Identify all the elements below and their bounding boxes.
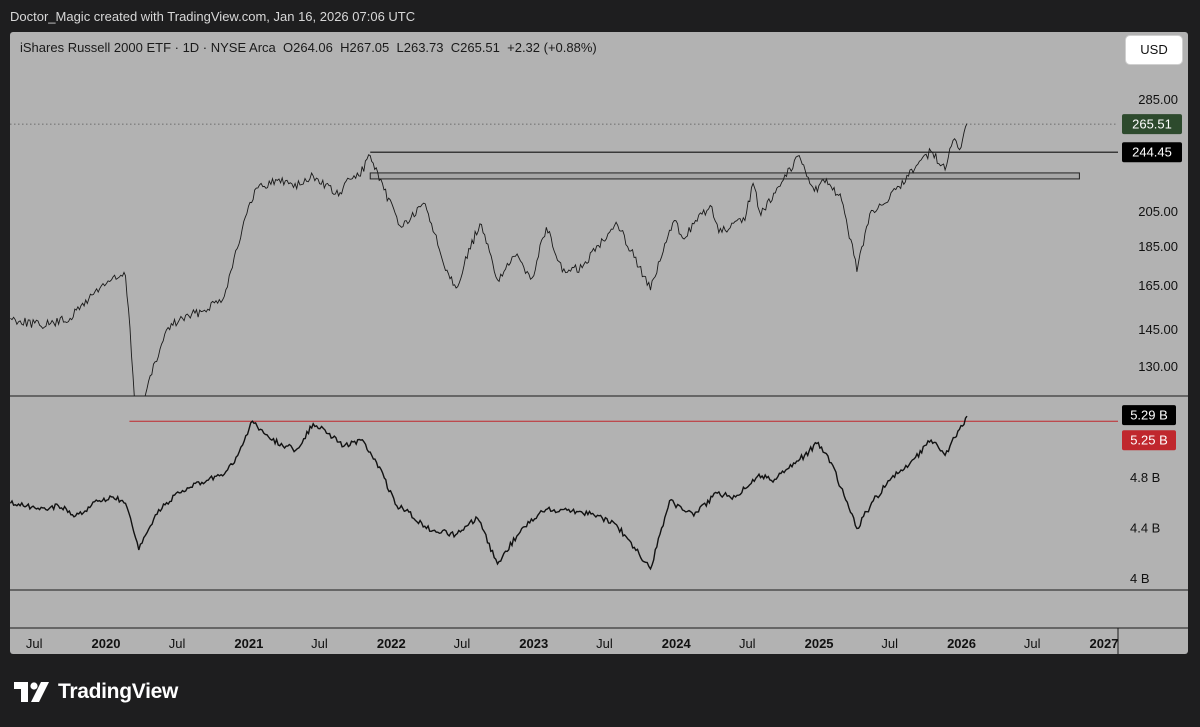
price-axis-tick: 145.00 [1138, 322, 1178, 337]
price-axis-tick: 130.00 [1138, 359, 1178, 374]
brand-name: TradingView [58, 680, 179, 703]
time-axis-tick: Jul [1024, 636, 1041, 651]
price-axis-tick: 285.00 [1138, 92, 1178, 107]
price-axis-tick: 165.00 [1138, 278, 1178, 293]
symbol-title: iShares Russell 2000 ETF · 1D · NYSE Arc… [20, 40, 276, 55]
time-axis-tick: 2020 [92, 636, 121, 651]
time-axis-tick: Jul [26, 636, 43, 651]
time-axis-tick: Jul [169, 636, 186, 651]
indicator-axis-tick: 4.8 B [1130, 470, 1160, 485]
time-axis-tick: Jul [454, 636, 471, 651]
symbol-legend: iShares Russell 2000 ETF · 1D · NYSE Arc… [20, 40, 597, 55]
indicator-series-line [10, 415, 968, 571]
tradingview-logo-icon [14, 682, 49, 702]
close-value: C265.51 [450, 40, 500, 55]
time-axis-tick: 2027 [1090, 636, 1119, 651]
time-axis-tick: Jul [596, 636, 613, 651]
time-axis-tick: 2026 [947, 636, 976, 651]
indicator-axis-tick: 4.4 B [1130, 521, 1160, 536]
chart-frame[interactable]: 285.00 205.00 185.00 165.00 145.00 130.00 265.… [10, 32, 1188, 654]
red-level-tag: 5.25 B [1122, 430, 1176, 451]
resistance-price-tag: 244.45 [1122, 142, 1182, 163]
time-axis-tick: Jul [311, 636, 328, 651]
change-value: +2.32 (+0.88%) [507, 40, 597, 55]
price-axis-tick: 185.00 [1138, 239, 1178, 254]
time-axis-tick: Jul [881, 636, 898, 651]
support-zone [369, 172, 1080, 180]
red-level-tag-label: 5.25 B [1130, 433, 1168, 448]
brand: TradingView [14, 680, 178, 704]
chart-credit: Doctor_Magic created with TradingView.co… [10, 9, 416, 24]
last-price-tag-label: 265.51 [1132, 117, 1172, 132]
indicator-axis-tick: 4 B [1130, 571, 1150, 586]
time-axis-tick: 2023 [519, 636, 548, 651]
time-axis-tick: 2025 [805, 636, 834, 651]
indicator-last-tag: 5.29 B [1122, 405, 1176, 426]
price-series-line [10, 123, 968, 396]
resistance-price-tag-bg [1122, 142, 1182, 163]
time-axis-tick: 2024 [662, 636, 692, 651]
time-axis-tick: 2021 [234, 636, 263, 651]
resistance-price-tag-label: 244.45 [1132, 145, 1172, 160]
last-price-tag-bg [1122, 114, 1182, 135]
red-level-tag-bg [1122, 430, 1176, 451]
currency-button[interactable]: USD [1125, 35, 1183, 65]
low-value: L263.73 [396, 40, 444, 55]
high-value: H267.05 [340, 40, 390, 55]
indicator-last-tag-bg [1122, 405, 1176, 426]
open-value: O264.06 [283, 40, 333, 55]
indicator-last-tag-label: 5.29 B [1130, 408, 1168, 423]
last-price-tag: 265.51 [1122, 114, 1182, 135]
time-axis-tick: 2022 [377, 636, 406, 651]
chart-canvas[interactable]: 285.00 205.00 185.00 165.00 145.00 130.00 265.… [10, 32, 1188, 654]
price-axis-tick: 205.00 [1138, 204, 1178, 219]
time-axis-tick: Jul [739, 636, 756, 651]
